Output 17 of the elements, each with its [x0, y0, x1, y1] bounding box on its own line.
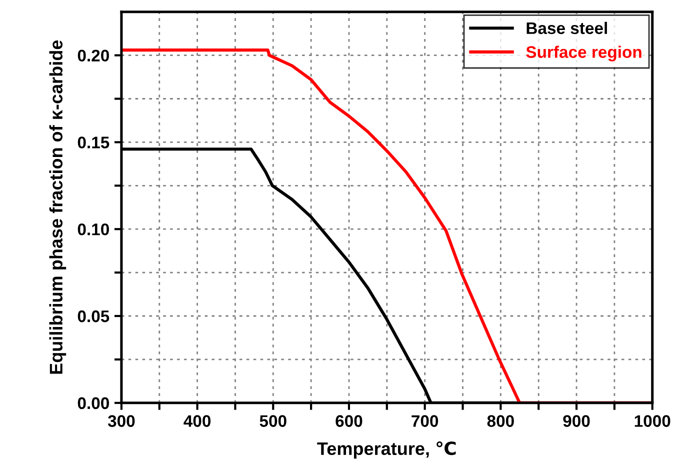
- y-tick-label: 0.05: [78, 310, 110, 322]
- y-tick-label: 0.10: [78, 224, 109, 236]
- x-tick-label: 700: [412, 415, 438, 427]
- x-tick-label: 500: [260, 415, 286, 427]
- y-tick-label: 0.15: [78, 136, 110, 148]
- y-axis-title: Equilibrium phase fraction of κ-carbide: [49, 40, 66, 374]
- x-tick-label: 800: [487, 415, 514, 427]
- x-tick-label: 900: [563, 415, 590, 427]
- y-tick-label: 0.00: [78, 397, 109, 410]
- x-tick-label: 400: [184, 415, 211, 427]
- x-tick-label: 300: [108, 415, 135, 427]
- x-axis-title: Temperature, ℃: [317, 441, 456, 459]
- legend-label: Base steel: [526, 22, 607, 34]
- x-tick-label: 1000: [634, 415, 670, 427]
- legend-label: Surface region: [526, 46, 642, 62]
- x-tick-label: 600: [336, 415, 362, 427]
- y-tick-label: 0.20: [78, 50, 109, 62]
